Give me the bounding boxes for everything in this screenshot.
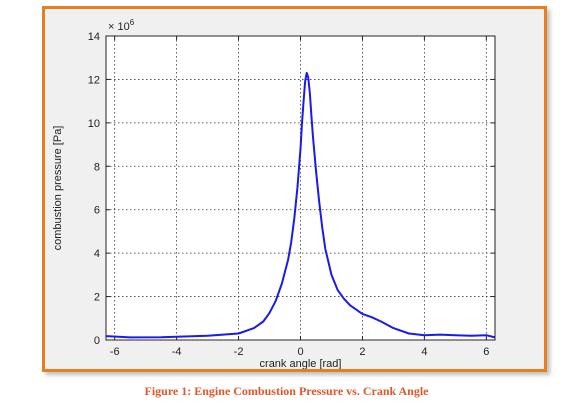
- y-tick-label: 2: [94, 292, 100, 304]
- x-tick-label: 2: [359, 346, 365, 358]
- x-tick-label: 6: [483, 346, 489, 358]
- figure-caption: Figure 1: Engine Combustion Pressure vs.…: [144, 384, 429, 398]
- x-tick-label: -2: [234, 346, 244, 358]
- y-tick-label: 10: [88, 118, 100, 130]
- y-tick-label: 0: [94, 335, 100, 347]
- y-multiplier-exponent: 6: [130, 18, 135, 27]
- y-axis-multiplier: × 106: [108, 18, 135, 33]
- grid: [106, 35, 495, 341]
- y-tick-label: 6: [94, 205, 100, 217]
- pressure-line: [105, 71, 496, 339]
- x-tick-label: 0: [297, 346, 303, 358]
- y-tick-label: 4: [94, 248, 100, 260]
- axis-ticks: -6 -4 -2 0 2 4 6 0 2 4 6 8 10 12 14: [88, 31, 495, 358]
- y-tick-label: 12: [88, 74, 100, 86]
- x-tick-label: 4: [421, 346, 427, 358]
- y-tick-label: 14: [88, 31, 100, 43]
- y-axis-label: combustion pressure [Pa]: [52, 126, 64, 251]
- x-tick-label: -6: [110, 346, 120, 358]
- y-tick-label: 8: [94, 161, 100, 173]
- y-multiplier-base: × 10: [108, 21, 130, 33]
- x-tick-label: -4: [172, 346, 182, 358]
- x-axis-label: crank angle [rad]: [260, 358, 342, 369]
- figure-frame: -6 -4 -2 0 2 4 6 0 2 4 6 8 10 12 14 crank angle [rad] …: [42, 6, 547, 372]
